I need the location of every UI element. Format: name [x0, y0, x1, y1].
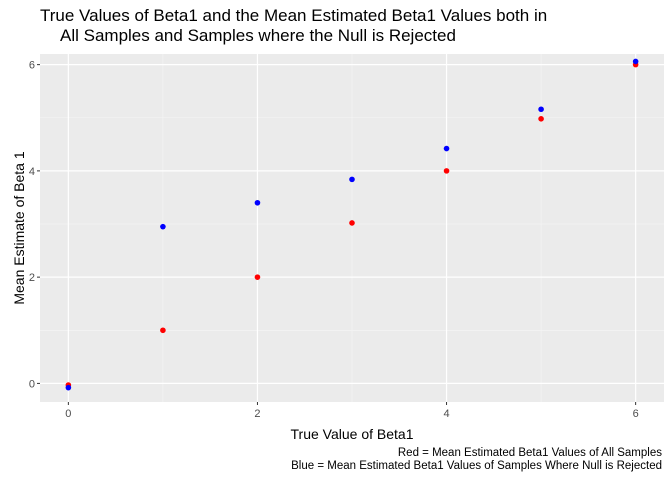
blue-data-point	[538, 106, 544, 113]
y-tick-label: 0	[29, 378, 35, 390]
chart-title-line-2: All Samples and Samples where the Null i…	[60, 26, 456, 45]
y-tick-label: 6	[29, 60, 35, 72]
x-tick-label: 2	[254, 408, 260, 420]
y-axis-label: Mean Estimate of Beta 1	[11, 151, 27, 305]
caption-line-1: Red = Mean Estimated Beta1 Values of All…	[397, 447, 662, 459]
blue-data-point	[254, 199, 261, 206]
blue-data-point	[443, 145, 450, 152]
x-tick-label: 0	[65, 408, 71, 420]
blue-data-point	[160, 223, 166, 230]
red-data-point	[254, 274, 261, 280]
x-axis-ticks: 0 2 4 6	[65, 402, 639, 420]
y-tick-label: 2	[29, 272, 35, 284]
caption-line-2: Blue = Mean Estimated Beta1 Values of Sa…	[291, 460, 662, 472]
x-tick-label: 6	[633, 408, 639, 420]
blue-data-point	[632, 58, 639, 65]
blue-data-point	[349, 176, 355, 183]
chart-caption: Red = Mean Estimated Beta1 Values of All…	[291, 447, 662, 473]
red-data-point	[538, 116, 544, 122]
x-axis-label: True Value of Beta1	[291, 426, 414, 442]
data-points	[65, 58, 639, 391]
chart-title-line-1: True Values of Beta1 and the Mean Estima…	[40, 6, 548, 25]
red-data-point	[349, 220, 355, 226]
y-axis-ticks: 0 2 4 6	[29, 60, 40, 390]
y-tick-label: 4	[29, 166, 35, 178]
chart-title: True Values of Beta1 and the Mean Estima…	[40, 6, 547, 46]
major-gridlines	[40, 54, 664, 402]
red-data-point	[160, 327, 166, 334]
x-tick-label: 4	[443, 408, 449, 420]
red-data-point	[443, 168, 450, 174]
blue-data-point	[65, 384, 72, 391]
